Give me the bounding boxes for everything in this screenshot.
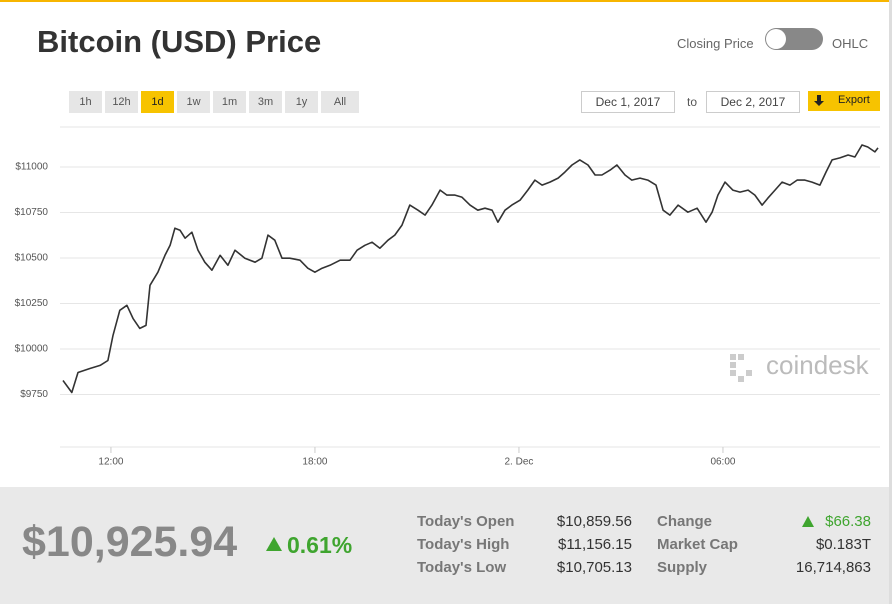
export-button[interactable]: Export [808,91,880,111]
date-from[interactable]: Dec 1, 2017 [581,91,675,113]
stat-value: $11,156.15 [558,536,632,553]
range-button[interactable]: 1m [213,91,246,113]
up-arrow [266,537,282,551]
stat-label: Change [657,513,713,530]
range-button[interactable]: 3m [249,91,282,113]
toggle-knob [766,29,786,49]
x-tick-label: 18:00 [302,457,327,468]
y-tick-label: $10750 [15,207,49,218]
export-icon [814,95,824,106]
x-tick-label: 06:00 [710,457,735,468]
range-button[interactable]: All [321,91,359,113]
stat-value: 16,714,863 [795,559,871,576]
title: Bitcoin (USD) Price [37,24,322,59]
stat-value: $0.183T [815,536,871,553]
chart: coindesk $9750 $10000 $10250 $10500 $10750 $1… [15,126,880,468]
stat-label: Today's High [417,536,510,553]
stat-value: $66.38 [825,513,871,530]
y-tick-label: $10500 [15,253,49,264]
current-price: $10,925.94 [22,518,238,566]
range-button[interactable]: 1d [141,91,174,113]
price-line [62,144,879,394]
right-border [889,0,892,604]
stat-label: Supply [657,559,708,576]
y-tick-label: $10250 [15,298,49,309]
export-label: Export [838,94,870,106]
summary-panel [0,487,889,604]
y-tick-label: $10000 [15,344,49,355]
date-separator: to [687,95,698,109]
top-border [0,0,892,2]
range-button[interactable]: 1y [285,91,318,113]
stat-value: $10,705.13 [556,559,632,576]
stat-label: Today's Low [417,559,507,576]
stat-value: $10,859.56 [556,513,632,530]
toggle[interactable] [765,28,823,50]
up-arrow [802,516,814,527]
watermark: coindesk [766,350,870,380]
stat-label: Market Cap [657,536,738,553]
y-tick-label: $9750 [20,389,48,400]
toggle-label[interactable]: Closing Price [677,36,754,51]
range-button[interactable]: 1w [177,91,210,113]
stat-label: Today's Open [417,513,515,530]
toggle-label[interactable]: OHLC [832,36,869,51]
x-tick-label: 2. Dec [504,457,533,468]
range-button[interactable]: 12h [105,91,138,113]
change-percent: 0.61% [287,532,353,558]
y-tick-label: $11000 [15,162,48,173]
date-to[interactable]: Dec 2, 2017 [706,91,800,113]
range-button[interactable]: 1h [69,91,102,113]
x-tick-label: 12:00 [98,457,123,468]
watermark-logo [730,354,752,382]
